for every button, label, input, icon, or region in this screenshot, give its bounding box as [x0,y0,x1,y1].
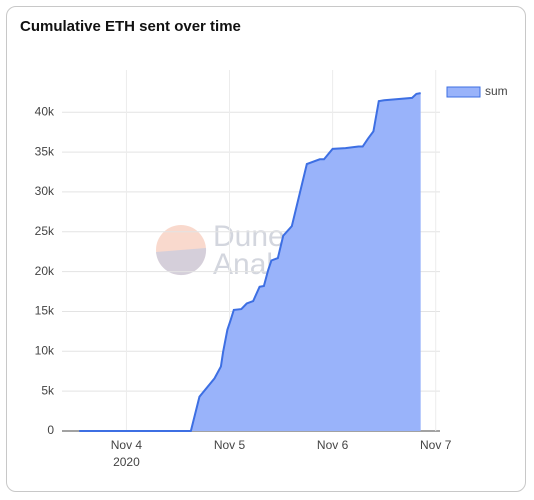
y-tick-label: 10k [35,343,55,357]
line [79,92,421,432]
y-tick-label: 35k [35,144,55,158]
x-tick-label: Nov 4 [111,438,143,452]
x-tick-label: Nov 5 [214,438,246,452]
area [79,93,421,431]
x-tick-label: Nov 6 [317,438,349,452]
x-year-label: 2020 [113,455,140,469]
y-tick-label: 0 [47,423,54,437]
y-tick-label: 20k [35,264,55,278]
x-tick-label: Nov 7 [420,438,452,452]
chart-title: Cumulative ETH sent over time [20,18,241,35]
y-tick-label: 5k [41,383,55,397]
y-tick-label: 40k [35,104,55,118]
y-tick-label: 30k [35,184,55,198]
y-tick-label: 25k [35,224,55,238]
legend-label: sum [485,84,508,98]
legend-swatch [446,86,481,98]
y-tick-label: 15k [35,304,55,318]
watermark: Dune [213,220,285,253]
watermark-logo [156,248,207,276]
